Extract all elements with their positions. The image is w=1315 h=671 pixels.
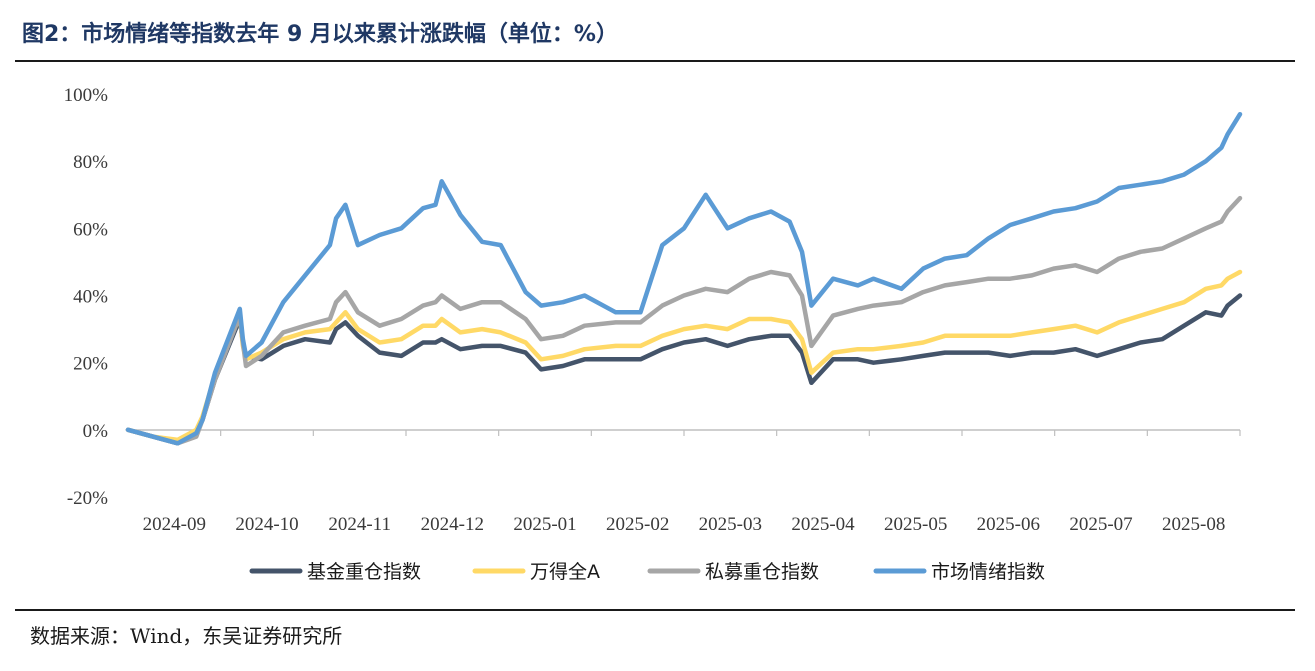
source-note: 数据来源：Wind，东吴证券研究所 bbox=[30, 624, 343, 648]
bottom-divider bbox=[15, 609, 1295, 611]
series-line-1 bbox=[125, 293, 1243, 446]
y-tick-label: 0% bbox=[83, 421, 109, 442]
x-tick-label: 2024-10 bbox=[235, 514, 298, 535]
x-tick-label: 2025-08 bbox=[1162, 514, 1225, 535]
y-tick-label: 80% bbox=[73, 152, 108, 173]
top-divider bbox=[15, 60, 1295, 62]
y-tick-label: -20% bbox=[67, 488, 108, 509]
x-tick-label: 2025-05 bbox=[884, 514, 947, 535]
x-tick-label: 2024-11 bbox=[328, 514, 391, 535]
y-tick-label: 20% bbox=[73, 354, 108, 375]
series-line-2 bbox=[125, 269, 1243, 443]
legend-label: 基金重仓指数 bbox=[307, 561, 421, 583]
x-tick-label: 2025-06 bbox=[977, 514, 1040, 535]
figure-title: 图2：市场情绪等指数去年 9 月以来累计涨跌幅（单位：%） bbox=[22, 22, 618, 47]
x-tick-label: 2025-07 bbox=[1069, 514, 1132, 535]
line-chart: 100%80%60%40%20%0%-20% 2024-09 2024-10 202… bbox=[64, 85, 1243, 583]
x-tick-label: 2024-12 bbox=[421, 514, 484, 535]
legend-label: 私募重仓指数 bbox=[705, 561, 819, 583]
series-lines bbox=[125, 111, 1243, 446]
series-line-4 bbox=[125, 111, 1243, 446]
y-tick-label: 60% bbox=[73, 219, 108, 240]
y-tick-label: 100% bbox=[64, 85, 109, 106]
x-tick-label: 2025-01 bbox=[513, 514, 576, 535]
y-tick-label: 40% bbox=[73, 287, 108, 308]
x-axis: 2024-09 2024-10 2024-11 2024-12 2025-01 2025-… bbox=[128, 429, 1241, 535]
x-tick-label: 2025-04 bbox=[791, 514, 855, 535]
x-tick-label: 2025-03 bbox=[699, 514, 762, 535]
series-line-3 bbox=[125, 195, 1243, 446]
legend: 基金重仓指数 万得全A 私募重仓指数 市场情绪指数 bbox=[249, 561, 1045, 583]
x-tick-label: 2024-09 bbox=[143, 514, 206, 535]
legend-label: 万得全A bbox=[530, 561, 600, 583]
legend-label: 市场情绪指数 bbox=[931, 561, 1045, 583]
x-tick-label: 2025-02 bbox=[606, 514, 669, 535]
y-axis-tick-labels: 100% 80% 60% 40% 20% 0% -20% bbox=[64, 85, 109, 509]
